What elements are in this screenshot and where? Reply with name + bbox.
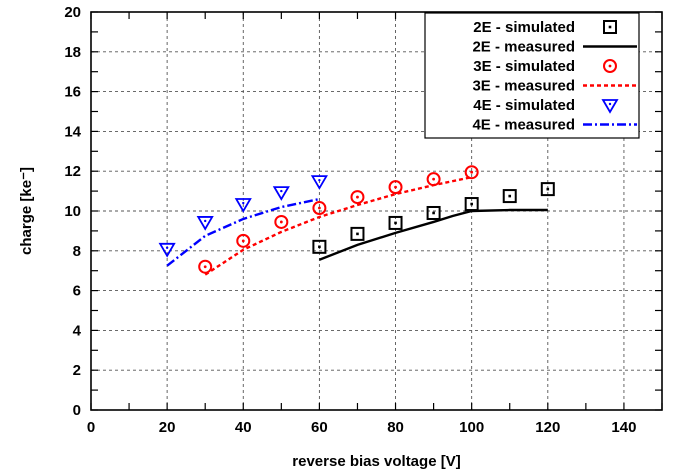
data-point — [196, 216, 214, 231]
data-point — [540, 182, 555, 197]
data-point-center — [470, 202, 473, 206]
x-tick-labels: 0 20 40 60 80 100 120 140 — [87, 419, 637, 436]
data-point-center — [318, 206, 321, 210]
data-point — [310, 175, 328, 190]
legend-entry: 2E - simulated — [473, 19, 617, 36]
legend-swatch — [601, 99, 619, 114]
y-tick-label: 2 — [73, 362, 81, 379]
x-axis-label: reverse bias voltage [V] — [292, 453, 460, 470]
data-point-center — [318, 245, 321, 249]
data-point-center — [470, 170, 474, 174]
data-point — [350, 190, 365, 205]
data-point-center — [241, 239, 245, 243]
data-point-center — [432, 211, 435, 215]
series-3e---simulated — [198, 165, 479, 274]
data-point-center — [508, 194, 512, 198]
legend-label: 4E - simulated — [473, 97, 575, 114]
legend-label: 2E - simulated — [473, 19, 575, 36]
data-point — [274, 214, 289, 229]
data-point-center — [432, 177, 435, 181]
legend-label: 3E - measured — [472, 78, 575, 95]
data-point-center — [318, 178, 321, 182]
legend-label: 4E - measured — [472, 117, 575, 134]
series-4e---simulated — [158, 175, 328, 258]
series-line — [318, 208, 548, 261]
legend-entry: 3E - simulated — [473, 58, 617, 75]
y-tick-label: 16 — [64, 84, 81, 101]
x-tick-label: 120 — [535, 419, 560, 436]
legend-swatch — [603, 20, 617, 34]
data-point-center — [394, 221, 397, 225]
data-point — [388, 215, 403, 230]
data-point — [464, 165, 479, 180]
series-2e---measured — [318, 208, 548, 261]
legend-label: 3E - simulated — [473, 58, 575, 75]
data-point — [312, 239, 327, 254]
data-point — [198, 259, 213, 274]
data-point — [236, 233, 251, 248]
series-line — [166, 197, 320, 267]
legend-entry: 3E - measured — [472, 78, 637, 95]
series-2e---simulated — [312, 182, 555, 254]
x-tick-label: 80 — [387, 419, 404, 436]
x-tick-label: 20 — [159, 419, 176, 436]
y-tick-label: 8 — [73, 243, 81, 260]
data-point-center — [280, 189, 283, 193]
data-point — [502, 189, 517, 204]
data-point-center — [242, 201, 245, 205]
y-tick-labels: 0 2 4 6 8 10 12 14 16 18 20 — [64, 4, 81, 419]
data-point — [234, 198, 252, 213]
data-point — [272, 186, 290, 201]
legend-entry: 4E - measured — [472, 117, 637, 134]
x-tick-label: 40 — [235, 419, 252, 436]
y-tick-label: 4 — [73, 322, 82, 339]
legend-swatch — [603, 59, 617, 73]
data-point — [350, 226, 365, 241]
data-point-center — [546, 187, 550, 191]
legend: 2E - simulated 2E - measured 3E - simulate… — [424, 12, 640, 139]
y-axis-label: charge [ke⁻] — [18, 167, 35, 255]
data-point-center — [165, 246, 169, 250]
plot-series — [158, 165, 555, 276]
legend-swatch-center — [608, 64, 612, 68]
legend-label: 2E - measured — [472, 39, 575, 56]
y-tick-label: 20 — [64, 4, 81, 21]
x-tick-label: 0 — [87, 419, 95, 436]
data-point — [426, 205, 441, 220]
x-tick-label: 140 — [611, 419, 636, 436]
data-point — [388, 180, 403, 195]
data-point — [312, 201, 327, 216]
y-tick-label: 6 — [73, 283, 81, 300]
legend-swatch-center — [608, 25, 612, 29]
data-point — [158, 242, 176, 258]
data-point-center — [394, 185, 397, 189]
plot-frame — [90, 11, 663, 411]
y-tick-label: 10 — [64, 203, 81, 220]
y-tick-label: 0 — [73, 402, 81, 419]
legend-entry: 2E - measured — [472, 39, 637, 56]
series-3e---measured — [204, 175, 472, 276]
data-point-center — [204, 219, 207, 223]
y-tick-label: 18 — [64, 44, 81, 61]
series-line — [204, 175, 472, 276]
y-tick-label: 14 — [64, 123, 81, 140]
x-tick-label: 60 — [311, 419, 328, 436]
data-point-center — [203, 265, 207, 269]
legend-entry: 4E - simulated — [473, 97, 619, 114]
data-point-center — [279, 220, 283, 224]
y-tick-label: 12 — [64, 163, 81, 180]
x-tick-label: 100 — [459, 419, 484, 436]
data-point-center — [356, 232, 359, 236]
legend-swatch-center — [608, 102, 612, 106]
series-4e---measured — [166, 197, 320, 267]
data-point-center — [356, 195, 359, 199]
